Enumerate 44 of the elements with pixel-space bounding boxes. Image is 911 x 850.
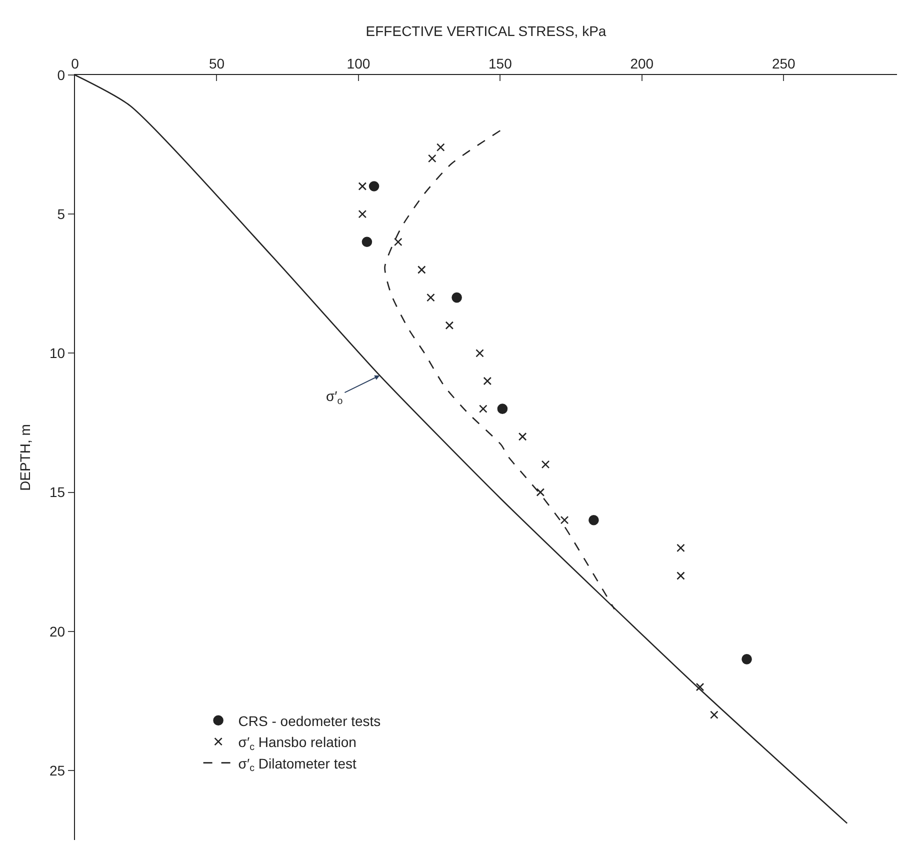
point (452, 292, 462, 303)
y-tick-label: 15 (49, 484, 66, 500)
legend-label: σ′$_{c}$ Dilatometer test (238, 755, 357, 774)
x-tick-label: 50 (208, 55, 225, 72)
point (676, 572, 685, 580)
legend-label: σ′$_{c}$ Hansbo relation (238, 734, 356, 753)
point (428, 154, 436, 163)
point (536, 488, 545, 496)
point (518, 432, 527, 441)
point (742, 654, 752, 664)
point (696, 682, 704, 692)
x-tick-label: 200 (630, 55, 654, 72)
point (358, 210, 367, 218)
point (710, 710, 718, 719)
point (541, 460, 550, 469)
x-tick-label: 150 (488, 55, 512, 72)
x-tick-label: 250 (772, 55, 796, 72)
x-axis-title: EFFECTIVE VERTICAL STRESS, kPa (366, 22, 606, 39)
point (368, 181, 380, 192)
legend-label: CRS - oedometer tests (238, 712, 381, 729)
point (476, 349, 484, 358)
point (362, 236, 372, 248)
point (358, 182, 367, 190)
point (394, 238, 402, 246)
point (676, 544, 685, 552)
y-axis-title: DEPTH, m (17, 424, 34, 491)
point (483, 376, 492, 386)
y-tick-label: 5 (57, 206, 66, 222)
line-series (384, 130, 616, 610)
x-tick-label: 100 (346, 55, 370, 72)
point (479, 404, 488, 413)
y-tick-label: 10 (49, 345, 66, 362)
y-tick-label: 20 (49, 623, 66, 640)
point (418, 266, 426, 274)
y-tick-label: 0 (57, 66, 66, 83)
point (426, 293, 435, 302)
y-tick-label: 25 (49, 762, 66, 778)
point (436, 143, 445, 152)
point (445, 321, 454, 330)
x-tick-label: 0 (71, 55, 80, 72)
point (588, 514, 599, 526)
point (497, 404, 508, 414)
annotation: σ′$_{o}$ (326, 388, 344, 407)
point (560, 516, 569, 524)
